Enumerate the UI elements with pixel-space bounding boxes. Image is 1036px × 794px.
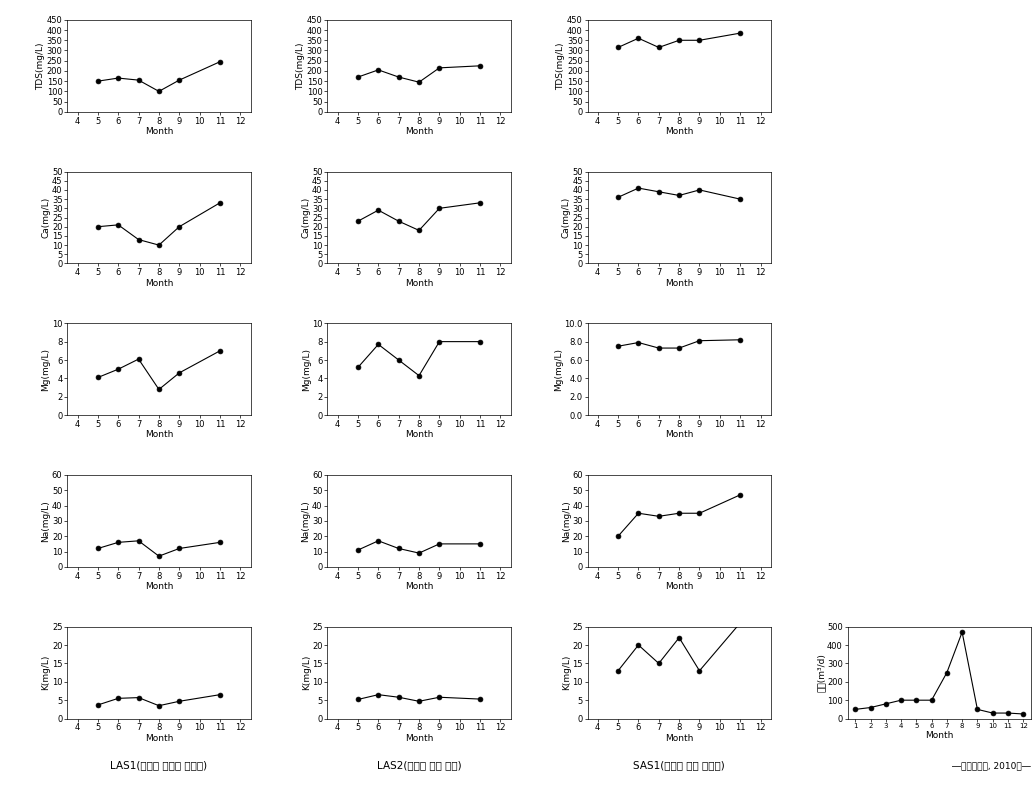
X-axis label: Month: Month xyxy=(665,734,693,743)
Y-axis label: Mg(mg/L): Mg(mg/L) xyxy=(554,348,563,391)
X-axis label: Month: Month xyxy=(665,279,693,287)
X-axis label: Month: Month xyxy=(405,734,433,743)
Y-axis label: Ca(mg/L): Ca(mg/L) xyxy=(41,197,51,238)
Y-axis label: Mg(mg/L): Mg(mg/L) xyxy=(301,348,311,391)
Y-axis label: Ca(mg/L): Ca(mg/L) xyxy=(301,197,311,238)
Text: ―이전기사다, 2010년―: ―이전기사다, 2010년― xyxy=(952,761,1031,770)
Y-axis label: TDS(mg/L): TDS(mg/L) xyxy=(556,42,566,90)
X-axis label: Month: Month xyxy=(925,730,953,740)
X-axis label: Month: Month xyxy=(405,430,433,439)
X-axis label: Month: Month xyxy=(665,582,693,591)
X-axis label: Month: Month xyxy=(145,430,173,439)
X-axis label: Month: Month xyxy=(665,127,693,136)
Y-axis label: TDS(mg/L): TDS(mg/L) xyxy=(36,42,46,90)
Text: LAS2(대덕면 죽리 한천): LAS2(대덕면 죽리 한천) xyxy=(377,760,461,770)
Y-axis label: Ca(mg/L): Ca(mg/L) xyxy=(562,197,571,238)
X-axis label: Month: Month xyxy=(405,127,433,136)
X-axis label: Month: Month xyxy=(405,279,433,287)
X-axis label: Month: Month xyxy=(405,582,433,591)
Y-axis label: TDS(mg/L): TDS(mg/L) xyxy=(296,42,306,90)
Y-axis label: K(mg/L): K(mg/L) xyxy=(301,655,311,690)
Text: LAS1(서운면 신초리 하천수): LAS1(서운면 신초리 하천수) xyxy=(111,760,207,770)
Y-axis label: K(mg/L): K(mg/L) xyxy=(41,655,51,690)
Y-axis label: Na(mg/L): Na(mg/L) xyxy=(41,500,51,542)
Y-axis label: 유량(m³/d): 유량(m³/d) xyxy=(816,653,826,692)
Y-axis label: K(mg/L): K(mg/L) xyxy=(562,655,571,690)
Y-axis label: Na(mg/L): Na(mg/L) xyxy=(301,500,311,542)
X-axis label: Month: Month xyxy=(145,582,173,591)
Text: SAS1(대덕면 죽리 방류수): SAS1(대덕면 죽리 방류수) xyxy=(633,760,725,770)
X-axis label: Month: Month xyxy=(145,127,173,136)
X-axis label: Month: Month xyxy=(145,279,173,287)
X-axis label: Month: Month xyxy=(145,734,173,743)
X-axis label: Month: Month xyxy=(665,430,693,439)
Y-axis label: Mg(mg/L): Mg(mg/L) xyxy=(41,348,51,391)
Y-axis label: Na(mg/L): Na(mg/L) xyxy=(562,500,571,542)
